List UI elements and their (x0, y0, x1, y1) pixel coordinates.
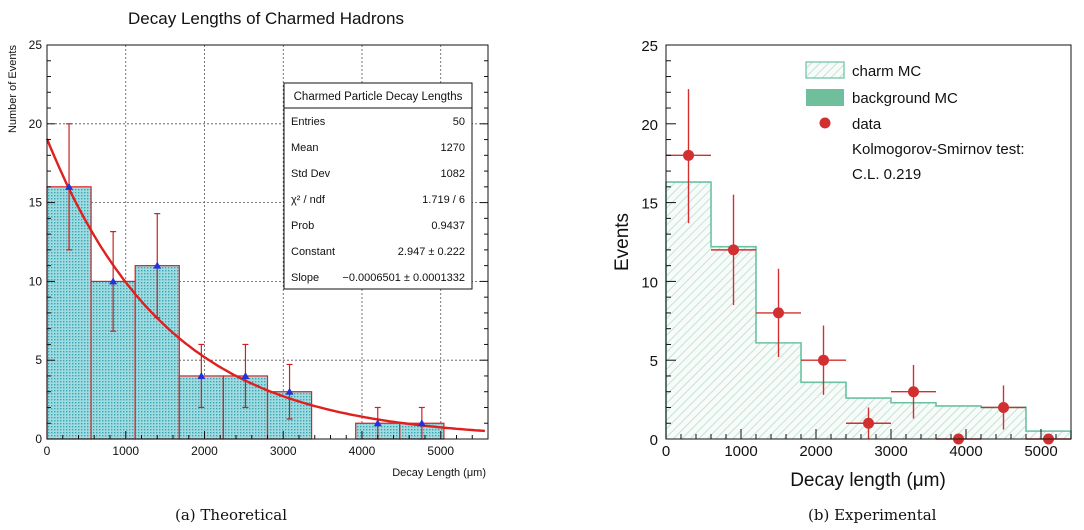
charm-mc-bar (666, 182, 711, 439)
chart-a-fit-curve (45, 138, 485, 433)
y-tick-label: 25 (641, 38, 658, 55)
data-point (711, 194, 756, 306)
triangle-marker (241, 371, 250, 379)
y-tick-label: 25 (29, 38, 43, 52)
legend-label-charm-mc: charm MC (852, 63, 921, 80)
stats-label: Std Dev (291, 168, 331, 180)
ks-test-value: C.L. 0.219 (852, 166, 921, 183)
triangle-marker (417, 419, 426, 427)
stats-label: Mean (291, 142, 319, 154)
x-tick-label: 2000 (799, 443, 832, 460)
y-tick-label: 10 (641, 274, 658, 291)
data-marker (818, 354, 829, 366)
stats-value: 1.719 / 6 (422, 194, 465, 206)
y-tick-label: 5 (650, 353, 658, 370)
x-tick-label: 3000 (270, 444, 297, 458)
data-point (197, 343, 206, 409)
x-tick-label: 5000 (1024, 443, 1057, 460)
chart-b-charm-mc (665, 181, 1072, 439)
y-tick-label: 10 (29, 274, 43, 288)
x-tick-label: 1000 (112, 444, 139, 458)
chart-a-xlabel: Decay Length (μm) (392, 467, 486, 479)
x-tick-label: 1000 (724, 443, 757, 460)
x-tick-label: 2000 (191, 444, 218, 458)
triangle-marker (197, 371, 206, 379)
y-tick-label: 0 (35, 432, 42, 446)
chart-b-ylabel: Events (612, 213, 633, 271)
x-tick-label: 0 (662, 443, 670, 460)
chart-a-ylabel: Number of Events (7, 45, 19, 134)
legend-swatch-background-mc (806, 89, 844, 106)
stats-value: −0.0006501 ± 0.0001332 (342, 272, 465, 284)
y-tick-label: 15 (641, 196, 658, 213)
data-marker (998, 401, 1009, 413)
data-marker (728, 244, 739, 256)
data-marker (683, 149, 694, 161)
data-marker (863, 417, 874, 429)
stats-label: χ² / ndf (291, 194, 326, 206)
charm-mc-bar (756, 342, 801, 439)
y-tick-label: 0 (650, 432, 658, 449)
x-tick-label: 4000 (949, 443, 982, 460)
chart-a-ticks: 0 1000 2000 3000 4000 5000 0 5 10 15 20 25 (29, 38, 489, 458)
y-tick-label: 20 (29, 117, 43, 131)
x-tick-label: 3000 (874, 443, 907, 460)
data-point (891, 364, 936, 419)
data-point (801, 325, 846, 395)
chart-b-ticks: 0 1000 2000 3000 4000 5000 0 5 10 15 20 25 (641, 38, 1072, 460)
stats-label: Entries (291, 116, 326, 128)
data-point (65, 123, 74, 251)
y-tick-label: 15 (29, 196, 43, 210)
y-tick-label: 20 (641, 117, 658, 134)
chart-a-data-points (65, 123, 426, 440)
legend-marker-data (819, 117, 831, 129)
chart-b-data-points (666, 89, 1071, 445)
triangle-marker (109, 277, 118, 285)
x-tick-label: 0 (44, 444, 51, 458)
x-tick-label: 5000 (427, 444, 454, 458)
data-point (756, 268, 801, 358)
charm-mc-bar (936, 405, 981, 439)
stats-label: Constant (291, 246, 335, 258)
data-point (846, 407, 891, 439)
stats-label: Prob (291, 220, 314, 232)
stats-value: 0.9437 (431, 220, 465, 232)
stats-value: 1270 (441, 142, 465, 154)
triangle-marker (65, 182, 74, 190)
triangle-marker (373, 419, 382, 427)
chart-b-frame (665, 44, 1072, 440)
stats-box-title: Charmed Particle Decay Lengths (294, 91, 463, 103)
stats-value: 2.947 ± 0.222 (398, 246, 465, 258)
data-point (153, 213, 162, 319)
chart-b-legend: charm MC background MC data Kolmogorov-S… (805, 61, 1025, 183)
triangle-marker (153, 261, 162, 269)
x-tick-label: 4000 (349, 444, 376, 458)
data-marker (908, 386, 919, 398)
data-point (241, 343, 250, 409)
chart-a-title: Decay Lengths of Charmed Hadrons (128, 9, 404, 28)
chart-b: 0 1000 2000 3000 4000 5000 0 5 10 15 20 25 Decay le… (612, 38, 1072, 491)
legend-label-background-mc: background MC (852, 90, 958, 107)
stats-box: Charmed Particle Decay Lengths Entries 50… (283, 82, 473, 290)
data-point (981, 385, 1026, 430)
data-point (666, 89, 711, 224)
data-point (285, 363, 294, 420)
triangle-marker (285, 387, 294, 395)
legend-label-data: data (852, 116, 882, 133)
chart-b-xlabel: Decay length (μm) (790, 470, 946, 491)
chart-a: Decay Lengths of Charmed Hadrons 0 1000 20… (7, 9, 489, 479)
stats-value: 1082 (441, 168, 465, 180)
caption-a: (a) Theoretical (175, 506, 288, 524)
data-marker (773, 307, 784, 319)
stats-label: Slope (291, 272, 319, 284)
caption-b: (b) Experimental (808, 506, 937, 524)
data-point (109, 230, 118, 332)
stats-value: 50 (453, 116, 465, 128)
legend-swatch-charm-mc (805, 61, 845, 79)
y-tick-label: 5 (35, 353, 42, 367)
ks-test-label: Kolmogorov-Smirnov test: (852, 141, 1025, 158)
